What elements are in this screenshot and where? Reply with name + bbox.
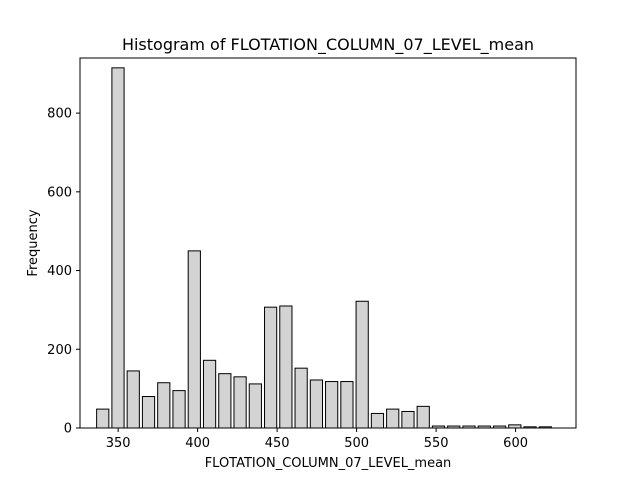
histogram-bar-15 — [325, 381, 339, 429]
x-axis-label: FLOTATION_COLUMN_07_LEVEL_mean — [205, 456, 452, 471]
x-tick-label-550: 550 — [424, 436, 449, 451]
x-axis-ticks: 350 400 450 500 550 600 — [106, 428, 528, 451]
histogram-bar-12 — [279, 305, 293, 429]
histogram-bar-6 — [187, 250, 201, 429]
bars-layer — [96, 67, 552, 429]
histogram-bar-5 — [172, 390, 186, 429]
y-tick-label-800: 800 — [47, 107, 72, 122]
histogram-bar-14 — [309, 379, 324, 429]
histogram-bar-17 — [355, 300, 369, 429]
y-axis-ticks: 0 200 400 600 800 — [47, 107, 80, 437]
histogram-bar-0 — [96, 408, 110, 429]
histogram-bar-21 — [416, 405, 430, 429]
histogram-bar-2 — [126, 370, 140, 429]
histogram-bar-11 — [264, 306, 278, 429]
y-tick-label-200: 200 — [47, 343, 72, 358]
histogram-bar-18 — [370, 412, 385, 429]
histogram-bar-8 — [218, 373, 232, 429]
histogram-bar-1 — [111, 67, 125, 429]
histogram-bar-19 — [386, 408, 400, 429]
y-tick-label-400: 400 — [47, 264, 72, 279]
y-axis-label: Frequency — [26, 209, 41, 276]
histogram-bar-4 — [157, 382, 171, 429]
x-tick-label-600: 600 — [503, 436, 528, 451]
x-tick-label-500: 500 — [344, 436, 369, 451]
x-tick-label-400: 400 — [185, 436, 210, 451]
y-tick-label-0: 0 — [64, 422, 72, 437]
y-tick-label-600: 600 — [47, 185, 72, 200]
x-tick-label-450: 450 — [265, 436, 290, 451]
histogram-bar-7 — [202, 359, 217, 429]
x-tick-label-350: 350 — [106, 436, 131, 451]
histogram-bar-3 — [141, 396, 156, 429]
histogram-bar-9 — [233, 376, 247, 429]
plot-frame — [79, 57, 577, 429]
histogram-bar-20 — [401, 410, 415, 429]
chart-title: Histogram of FLOTATION_COLUMN_07_LEVEL_m… — [122, 35, 534, 55]
histogram-bar-16 — [340, 381, 354, 429]
histogram-bar-13 — [294, 367, 308, 429]
histogram-bar-10 — [248, 383, 262, 429]
